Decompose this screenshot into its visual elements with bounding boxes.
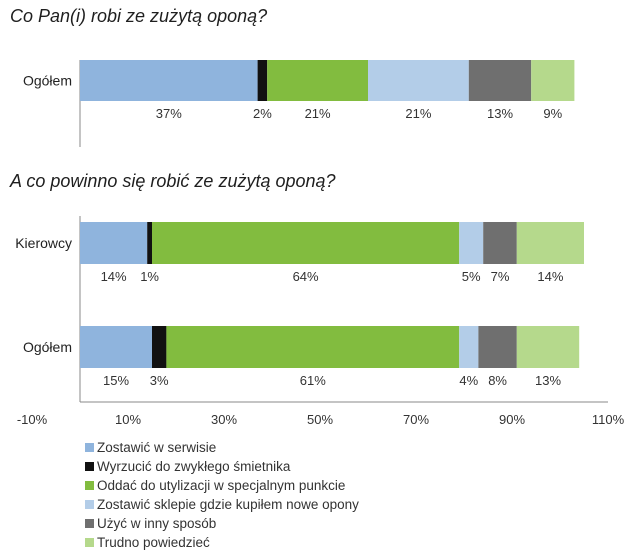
category-label: Kierowcy: [15, 235, 72, 251]
legend-swatch-utylizacja: [85, 481, 94, 490]
bar-segment: [531, 60, 575, 101]
legend-swatch-trudno: [85, 538, 94, 547]
data-label: 21%: [405, 106, 431, 121]
category-label: Ogółem: [23, 73, 72, 89]
bar-segment: [516, 326, 580, 368]
legend-swatch-serwis: [85, 443, 94, 452]
bar-segment: [459, 222, 484, 264]
legend-swatch-smietnik: [85, 462, 94, 471]
x-tick-label: 30%: [211, 412, 237, 427]
data-label: 64%: [293, 269, 319, 284]
legend-item: Oddać do utylizacji w specjalnym punkcie: [85, 476, 359, 495]
legend-label: Oddać do utylizacji w specjalnym punkcie: [97, 478, 346, 493]
data-label: 4%: [459, 373, 478, 388]
data-label: 7%: [491, 269, 510, 284]
data-label: 2%: [253, 106, 272, 121]
bar-segment: [516, 222, 584, 264]
bar-segment: [468, 60, 532, 101]
bar-segment: [80, 60, 258, 101]
x-tick-label: 90%: [499, 412, 525, 427]
data-label: 8%: [488, 373, 507, 388]
legend-item: Wyrzucić do zwykłego śmietnika: [85, 457, 359, 476]
bar-segment: [368, 60, 469, 101]
data-label: 15%: [103, 373, 129, 388]
legend-item: Zostawić w serwisie: [85, 438, 359, 457]
bar-segment: [80, 222, 148, 264]
data-label: 1%: [140, 269, 159, 284]
chart-title-should: A co powinno się robić ze zużytą oponą?: [10, 171, 336, 191]
legend-item: Trudno powiedzieć: [85, 533, 359, 552]
data-label: 13%: [487, 106, 513, 121]
data-label: 14%: [537, 269, 563, 284]
legend-label: Zostawić sklepie gdzie kupiłem nowe opon…: [97, 497, 359, 512]
data-label: 9%: [543, 106, 562, 121]
bar-segment: [257, 60, 268, 101]
legend-item: Użyć w inny sposób: [85, 514, 359, 533]
x-tick-label: 70%: [403, 412, 429, 427]
data-label: 14%: [101, 269, 127, 284]
x-tick-label: -10%: [17, 412, 48, 427]
bar-segment: [459, 326, 479, 368]
legend-swatch-inny-sposob: [85, 519, 94, 528]
data-label: 5%: [462, 269, 481, 284]
category-label: Ogółem: [23, 339, 72, 355]
data-label: 13%: [535, 373, 561, 388]
bar-segment: [483, 222, 517, 264]
legend-label: Zostawić w serwisie: [97, 440, 217, 455]
legend-label: Wyrzucić do zwykłego śmietnika: [97, 459, 291, 474]
legend-item: Zostawić sklepie gdzie kupiłem nowe opon…: [85, 495, 359, 514]
x-tick-label: 50%: [307, 412, 333, 427]
legend-swatch-sklep: [85, 500, 94, 509]
bar-segment: [166, 326, 460, 368]
data-label: 61%: [300, 373, 326, 388]
data-label: 21%: [305, 106, 331, 121]
bar-segment: [80, 326, 152, 368]
chart-title-current: Co Pan(i) robi ze zużytą oponą?: [10, 6, 268, 26]
bar-segment: [267, 60, 368, 101]
bar-segment: [478, 326, 517, 368]
x-tick-label: 110%: [592, 412, 625, 427]
legend-label: Trudno powiedzieć: [97, 535, 210, 550]
x-tick-label: 10%: [115, 412, 141, 427]
legend-label: Użyć w inny sposób: [97, 516, 217, 531]
bar-segment: [152, 222, 460, 264]
bar-segment: [147, 222, 152, 264]
chart-legend: Zostawić w serwisie Wyrzucić do zwykłego…: [85, 438, 359, 552]
bar-segment: [152, 326, 167, 368]
data-label: 3%: [150, 373, 169, 388]
data-label: 37%: [156, 106, 182, 121]
